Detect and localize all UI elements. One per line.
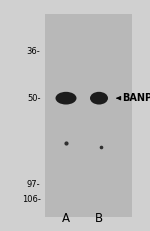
- Text: 50-: 50-: [27, 94, 40, 103]
- Bar: [45, 14, 132, 217]
- Text: 97-: 97-: [27, 180, 40, 189]
- Text: BANP: BANP: [122, 93, 150, 103]
- Text: B: B: [95, 212, 103, 225]
- Ellipse shape: [90, 92, 108, 105]
- Text: A: A: [62, 212, 70, 225]
- Ellipse shape: [56, 92, 76, 105]
- Text: 106-: 106-: [22, 195, 40, 204]
- Text: 36-: 36-: [27, 48, 40, 56]
